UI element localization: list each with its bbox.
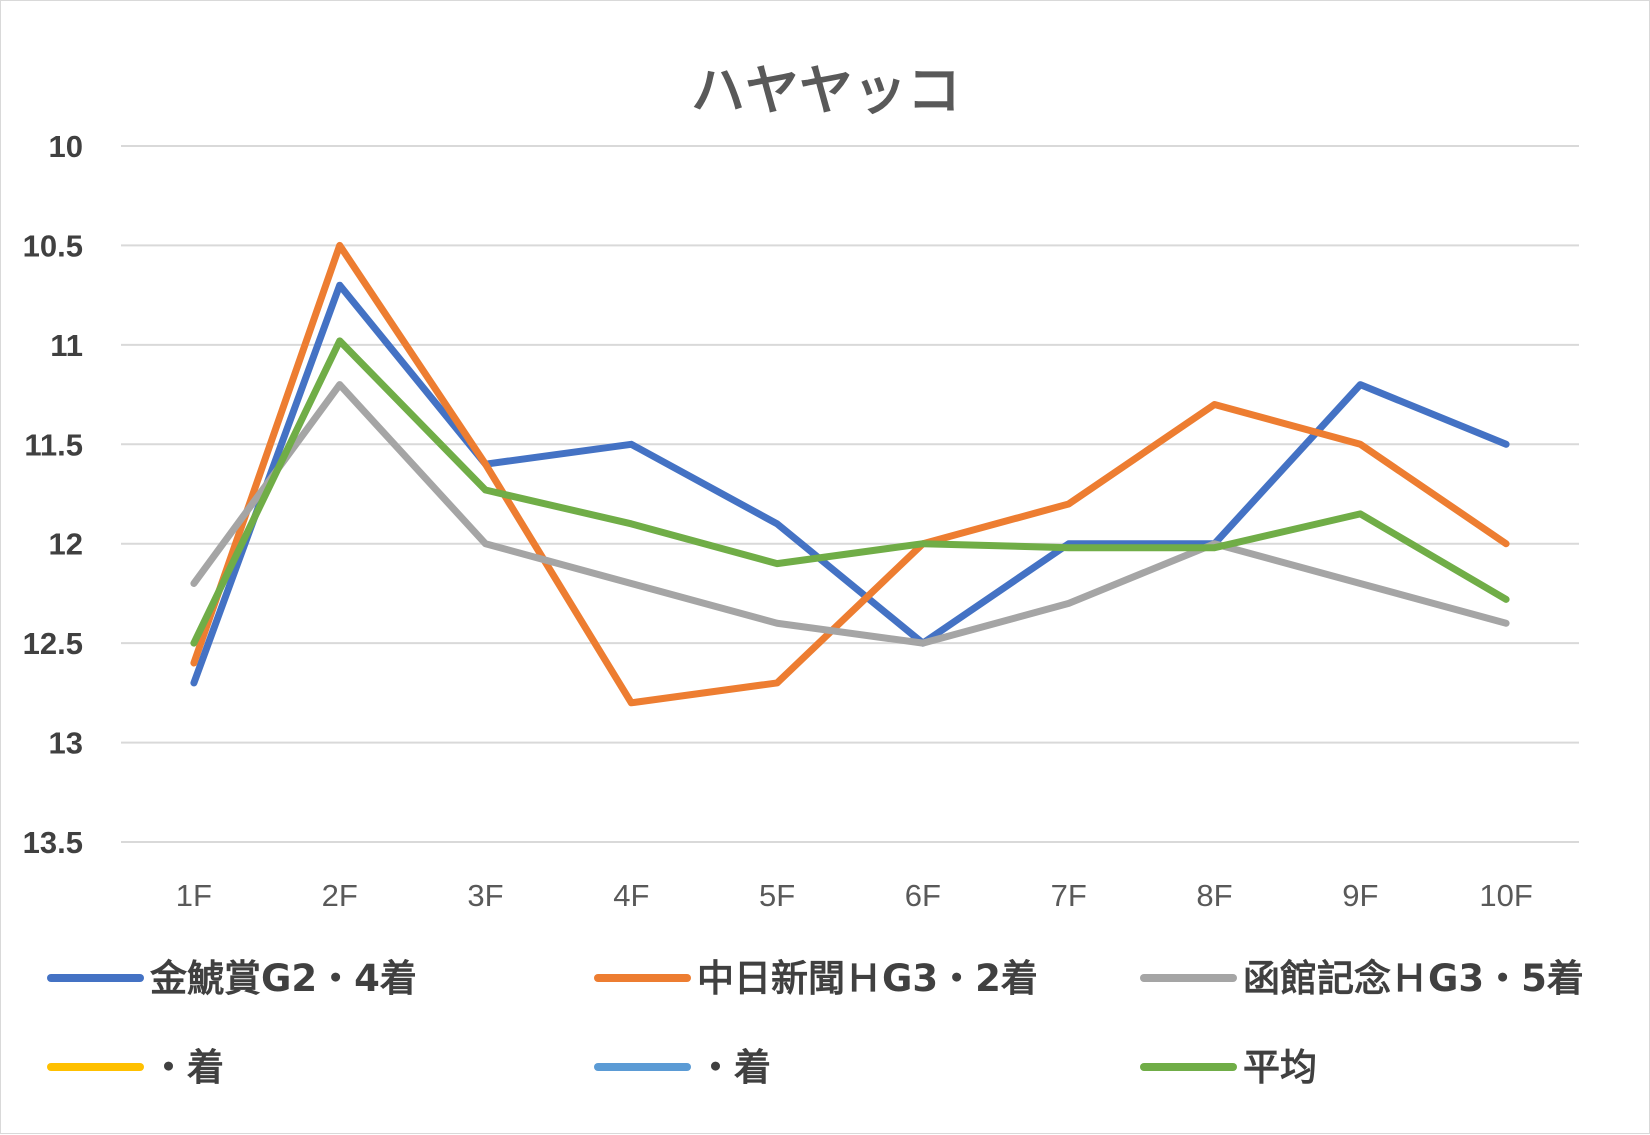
legend-label: 平均 — [1243, 1046, 1317, 1089]
chart-title: ハヤヤッコ — [691, 59, 961, 122]
legend-label: 中日新聞ＨG3・2着 — [697, 957, 1038, 1000]
y-tick-label: 12.5 — [23, 626, 83, 661]
y-tick-label: 10 — [49, 129, 83, 164]
legend-label: ・着 — [697, 1046, 771, 1089]
x-tick-label: 2F — [322, 878, 358, 913]
x-axis-ticks: 1F 2F 3F 4F 5F 6F 7F 8F 9F 10F — [176, 878, 1533, 913]
y-tick-label: 12 — [49, 527, 83, 562]
gridlines — [121, 145, 1579, 843]
x-tick-label: 1F — [176, 878, 212, 913]
y-tick-label: 13 — [49, 726, 83, 761]
y-axis-ticks: 10 10.5 11 11.5 12 12.5 13 13.5 — [23, 129, 83, 860]
y-tick-label: 10.5 — [23, 228, 83, 263]
y-tick-label: 13.5 — [23, 825, 83, 860]
series-line-5 — [190, 337, 1510, 647]
series-lines — [190, 241, 1510, 707]
x-tick-label: 5F — [759, 878, 795, 913]
legend-label: ・着 — [150, 1046, 224, 1089]
x-tick-label: 9F — [1342, 878, 1378, 913]
x-tick-label: 7F — [1051, 878, 1087, 913]
legend-label: 金鯱賞G2・4着 — [150, 957, 417, 1000]
legend: 金鯱賞G2・4着 中日新聞ＨG3・2着 函館記念ＨG3・5着・着 ・着 平均 — [47, 957, 1584, 1089]
series-line-1 — [190, 241, 1510, 707]
x-tick-label: 3F — [467, 878, 503, 913]
x-tick-label: 10F — [1479, 878, 1532, 913]
x-tick-label: 8F — [1196, 878, 1232, 913]
x-tick-label: 6F — [905, 878, 941, 913]
y-tick-label: 11 — [50, 328, 83, 363]
series-line-2 — [190, 381, 1510, 647]
y-tick-label: 11.5 — [24, 427, 83, 462]
legend-label: 函館記念ＨG3・5着 — [1243, 957, 1584, 1000]
series-line-0 — [190, 281, 1510, 687]
x-tick-label: 4F — [613, 878, 649, 913]
